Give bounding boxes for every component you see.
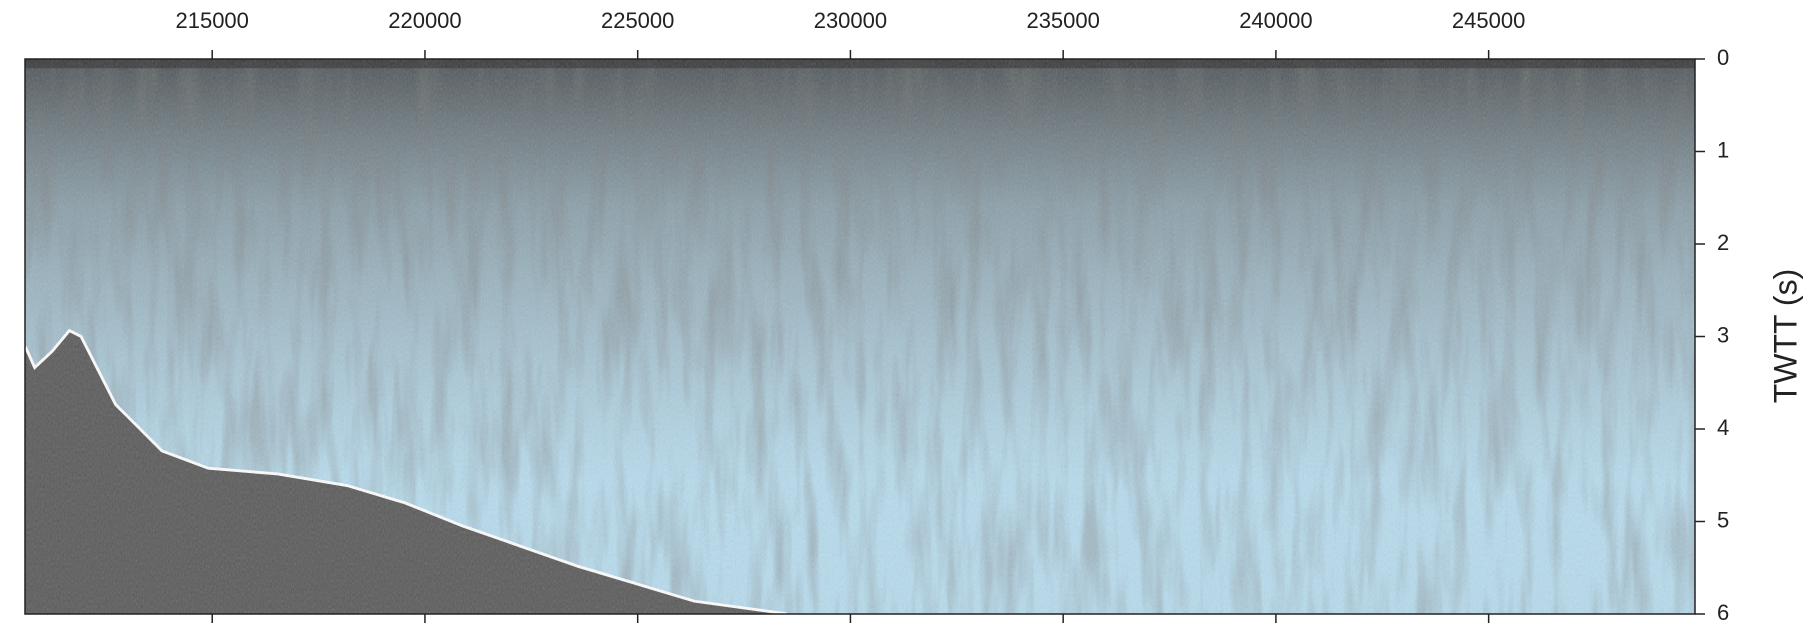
seismic-image xyxy=(25,59,1695,614)
x-tick-label: 215000 xyxy=(175,8,248,33)
y-tick-label: 0 xyxy=(1717,45,1729,70)
y-axis-title: TWTT (s) xyxy=(1767,269,1803,403)
x-tick-label: 235000 xyxy=(1026,8,1099,33)
y-tick-label: 4 xyxy=(1717,415,1729,440)
y-tick-label: 5 xyxy=(1717,507,1729,532)
y-tick-label: 2 xyxy=(1717,230,1729,255)
x-tick-label: 225000 xyxy=(601,8,674,33)
x-tick-label: 230000 xyxy=(814,8,887,33)
x-tick-label: 245000 xyxy=(1452,8,1525,33)
x-tick-label: 220000 xyxy=(388,8,461,33)
x-tick-label: 240000 xyxy=(1239,8,1312,33)
y-tick-label: 1 xyxy=(1717,137,1729,162)
y-tick-label: 6 xyxy=(1717,600,1729,625)
y-tick-label: 3 xyxy=(1717,322,1729,347)
